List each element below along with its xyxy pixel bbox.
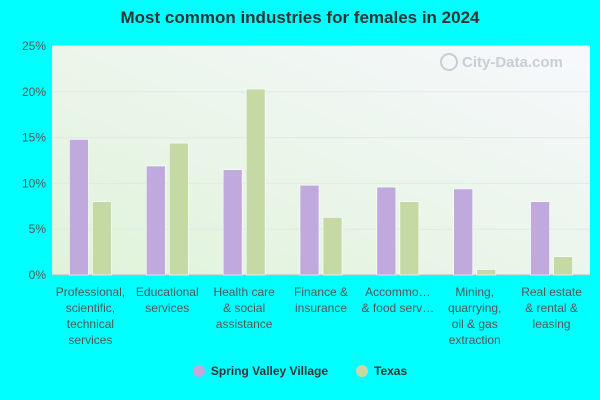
legend-swatch-series-1 (192, 365, 205, 377)
y-tick-label: 10% (22, 176, 46, 190)
y-tick-label: 15% (22, 131, 46, 145)
plot-background (52, 46, 590, 275)
x-tick-label: Educational services (136, 285, 199, 315)
bar-series-1 (69, 139, 89, 276)
bar-series-1 (222, 169, 243, 276)
bar-series-2 (92, 201, 112, 276)
y-tick-label: 20% (22, 85, 46, 99)
y-tick-label: 0% (29, 268, 47, 282)
bar-series-1 (376, 186, 397, 276)
x-tick-label: Finance & insurance (294, 285, 348, 315)
x-tick-label: Mining, quarrying, oil & gas extraction (448, 285, 501, 347)
y-tick-label: 5% (29, 222, 47, 236)
x-tick-label: Professional, scientific, technical service… (56, 285, 125, 347)
legend-swatch-series-2 (356, 365, 369, 377)
x-tick-label: Accommo… & food serv… (362, 285, 435, 315)
legend: Spring Valley Village Texas (0, 364, 600, 378)
bar-series-1 (530, 201, 550, 276)
bar-series-1 (145, 165, 166, 276)
y-tick-label: 25% (22, 39, 46, 53)
bar-series-2 (553, 256, 573, 276)
x-tick-label: Health care & social assistance (213, 285, 275, 331)
bar-series-2 (168, 142, 189, 276)
bar-series-1 (299, 184, 320, 276)
watermark-text: City-Data.com (462, 53, 563, 71)
bar-series-2 (322, 216, 343, 276)
bar-series-2 (245, 88, 266, 276)
legend-label-series-1: Spring Valley Village (210, 364, 329, 378)
legend-item-series-1: Spring Valley Village (192, 364, 329, 378)
x-tick-label: Real estate & rental & leasing (521, 285, 582, 331)
legend-item-series-2: Texas (356, 364, 407, 378)
bar-series-1 (453, 188, 474, 276)
legend-label-series-2: Texas (374, 364, 408, 378)
bar-series-2 (399, 201, 420, 276)
chart-title: Most common industries for females in 20… (120, 8, 480, 27)
bar-series-2 (476, 269, 497, 276)
watermark: City-Data.com (440, 53, 563, 71)
magnifier-icon (440, 53, 458, 71)
